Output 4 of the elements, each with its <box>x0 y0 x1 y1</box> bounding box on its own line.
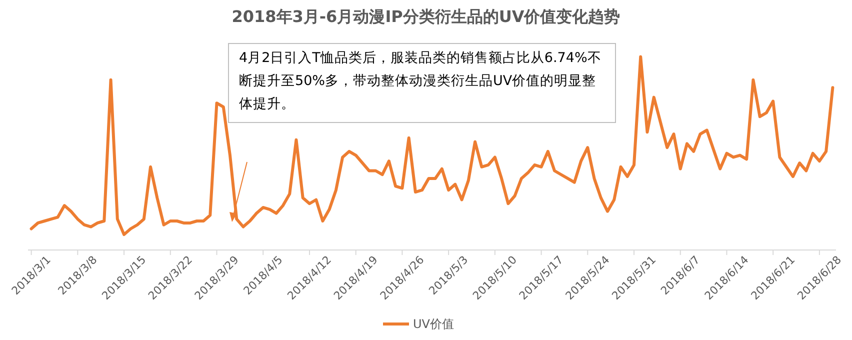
legend-label: UV价值 <box>413 317 454 331</box>
annotation: 4月2日引入T恤品类后，服装品类的销售额占比从6.74%不断提升至50%多，带动整体动漫类衍生品UV价值的明显整体提升。 <box>228 43 616 123</box>
chart-title: 2018年3月-6月动漫IP分类衍生品的UV价值变化趋势 <box>232 7 620 26</box>
legend: UV价值 <box>383 317 454 331</box>
